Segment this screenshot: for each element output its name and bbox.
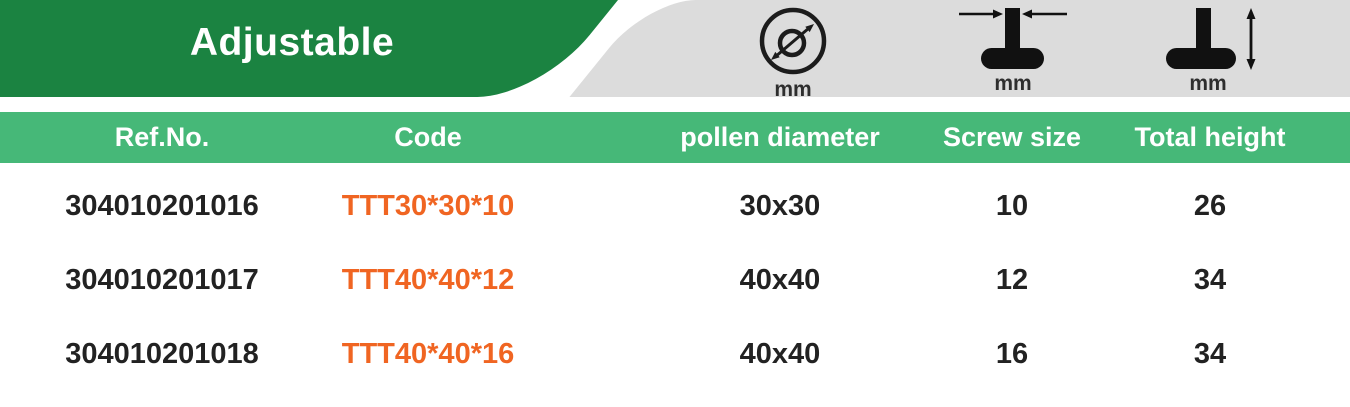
cell-code: TTT30*30*10 — [341, 190, 515, 222]
unit-label: mm — [774, 78, 812, 97]
total-height-unit: mm — [1150, 6, 1266, 94]
cell-ref-no: 304010201016 — [65, 190, 259, 222]
column-header-screw-size: Screw size — [942, 122, 1082, 152]
pollen-diameter-unit: mm — [748, 6, 838, 97]
unit-label: mm — [994, 72, 1032, 95]
cell-pollen-diameter: 40x40 — [739, 338, 821, 370]
cell-ref-no: 304010201018 — [65, 338, 259, 370]
cell-code: TTT40*40*16 — [341, 338, 515, 370]
cell-code: TTT40*40*12 — [341, 264, 515, 296]
top-banner-strip: Adjustable mm mm — [0, 0, 1350, 97]
divider-strip — [0, 97, 1350, 112]
cell-screw-size: 10 — [995, 190, 1029, 222]
cell-total-height: 26 — [1193, 190, 1227, 222]
table-header-row: Ref.No. Code pollen diameter Screw size … — [0, 112, 1350, 163]
pollen-diameter-icon — [759, 7, 827, 75]
table-row: 304010201017 TTT40*40*12 40x40 12 34 — [0, 243, 1350, 317]
category-title: Adjustable — [189, 21, 395, 64]
cell-total-height: 34 — [1193, 338, 1227, 370]
column-header-ref-no: Ref.No. — [114, 122, 210, 152]
screw-size-icon — [959, 8, 1067, 69]
cell-screw-size: 12 — [995, 264, 1029, 296]
column-header-pollen-diameter: pollen diameter — [680, 122, 880, 152]
total-height-icon — [1166, 8, 1256, 70]
cell-ref-no: 304010201017 — [65, 264, 259, 296]
cell-total-height: 34 — [1193, 264, 1227, 296]
column-header-total-height: Total height — [1134, 122, 1286, 152]
cell-pollen-diameter: 30x30 — [739, 190, 821, 222]
unit-label: mm — [1189, 72, 1227, 95]
table-body: 304010201016 TTT30*30*10 30x30 10 26 304… — [0, 163, 1350, 391]
cell-pollen-diameter: 40x40 — [739, 264, 821, 296]
cell-screw-size: 16 — [995, 338, 1029, 370]
table-row: 304010201016 TTT30*30*10 30x30 10 26 — [0, 169, 1350, 243]
screw-size-unit: mm — [955, 6, 1071, 94]
table-row: 304010201018 TTT40*40*16 40x40 16 34 — [0, 317, 1350, 391]
column-header-code: Code — [394, 122, 462, 152]
